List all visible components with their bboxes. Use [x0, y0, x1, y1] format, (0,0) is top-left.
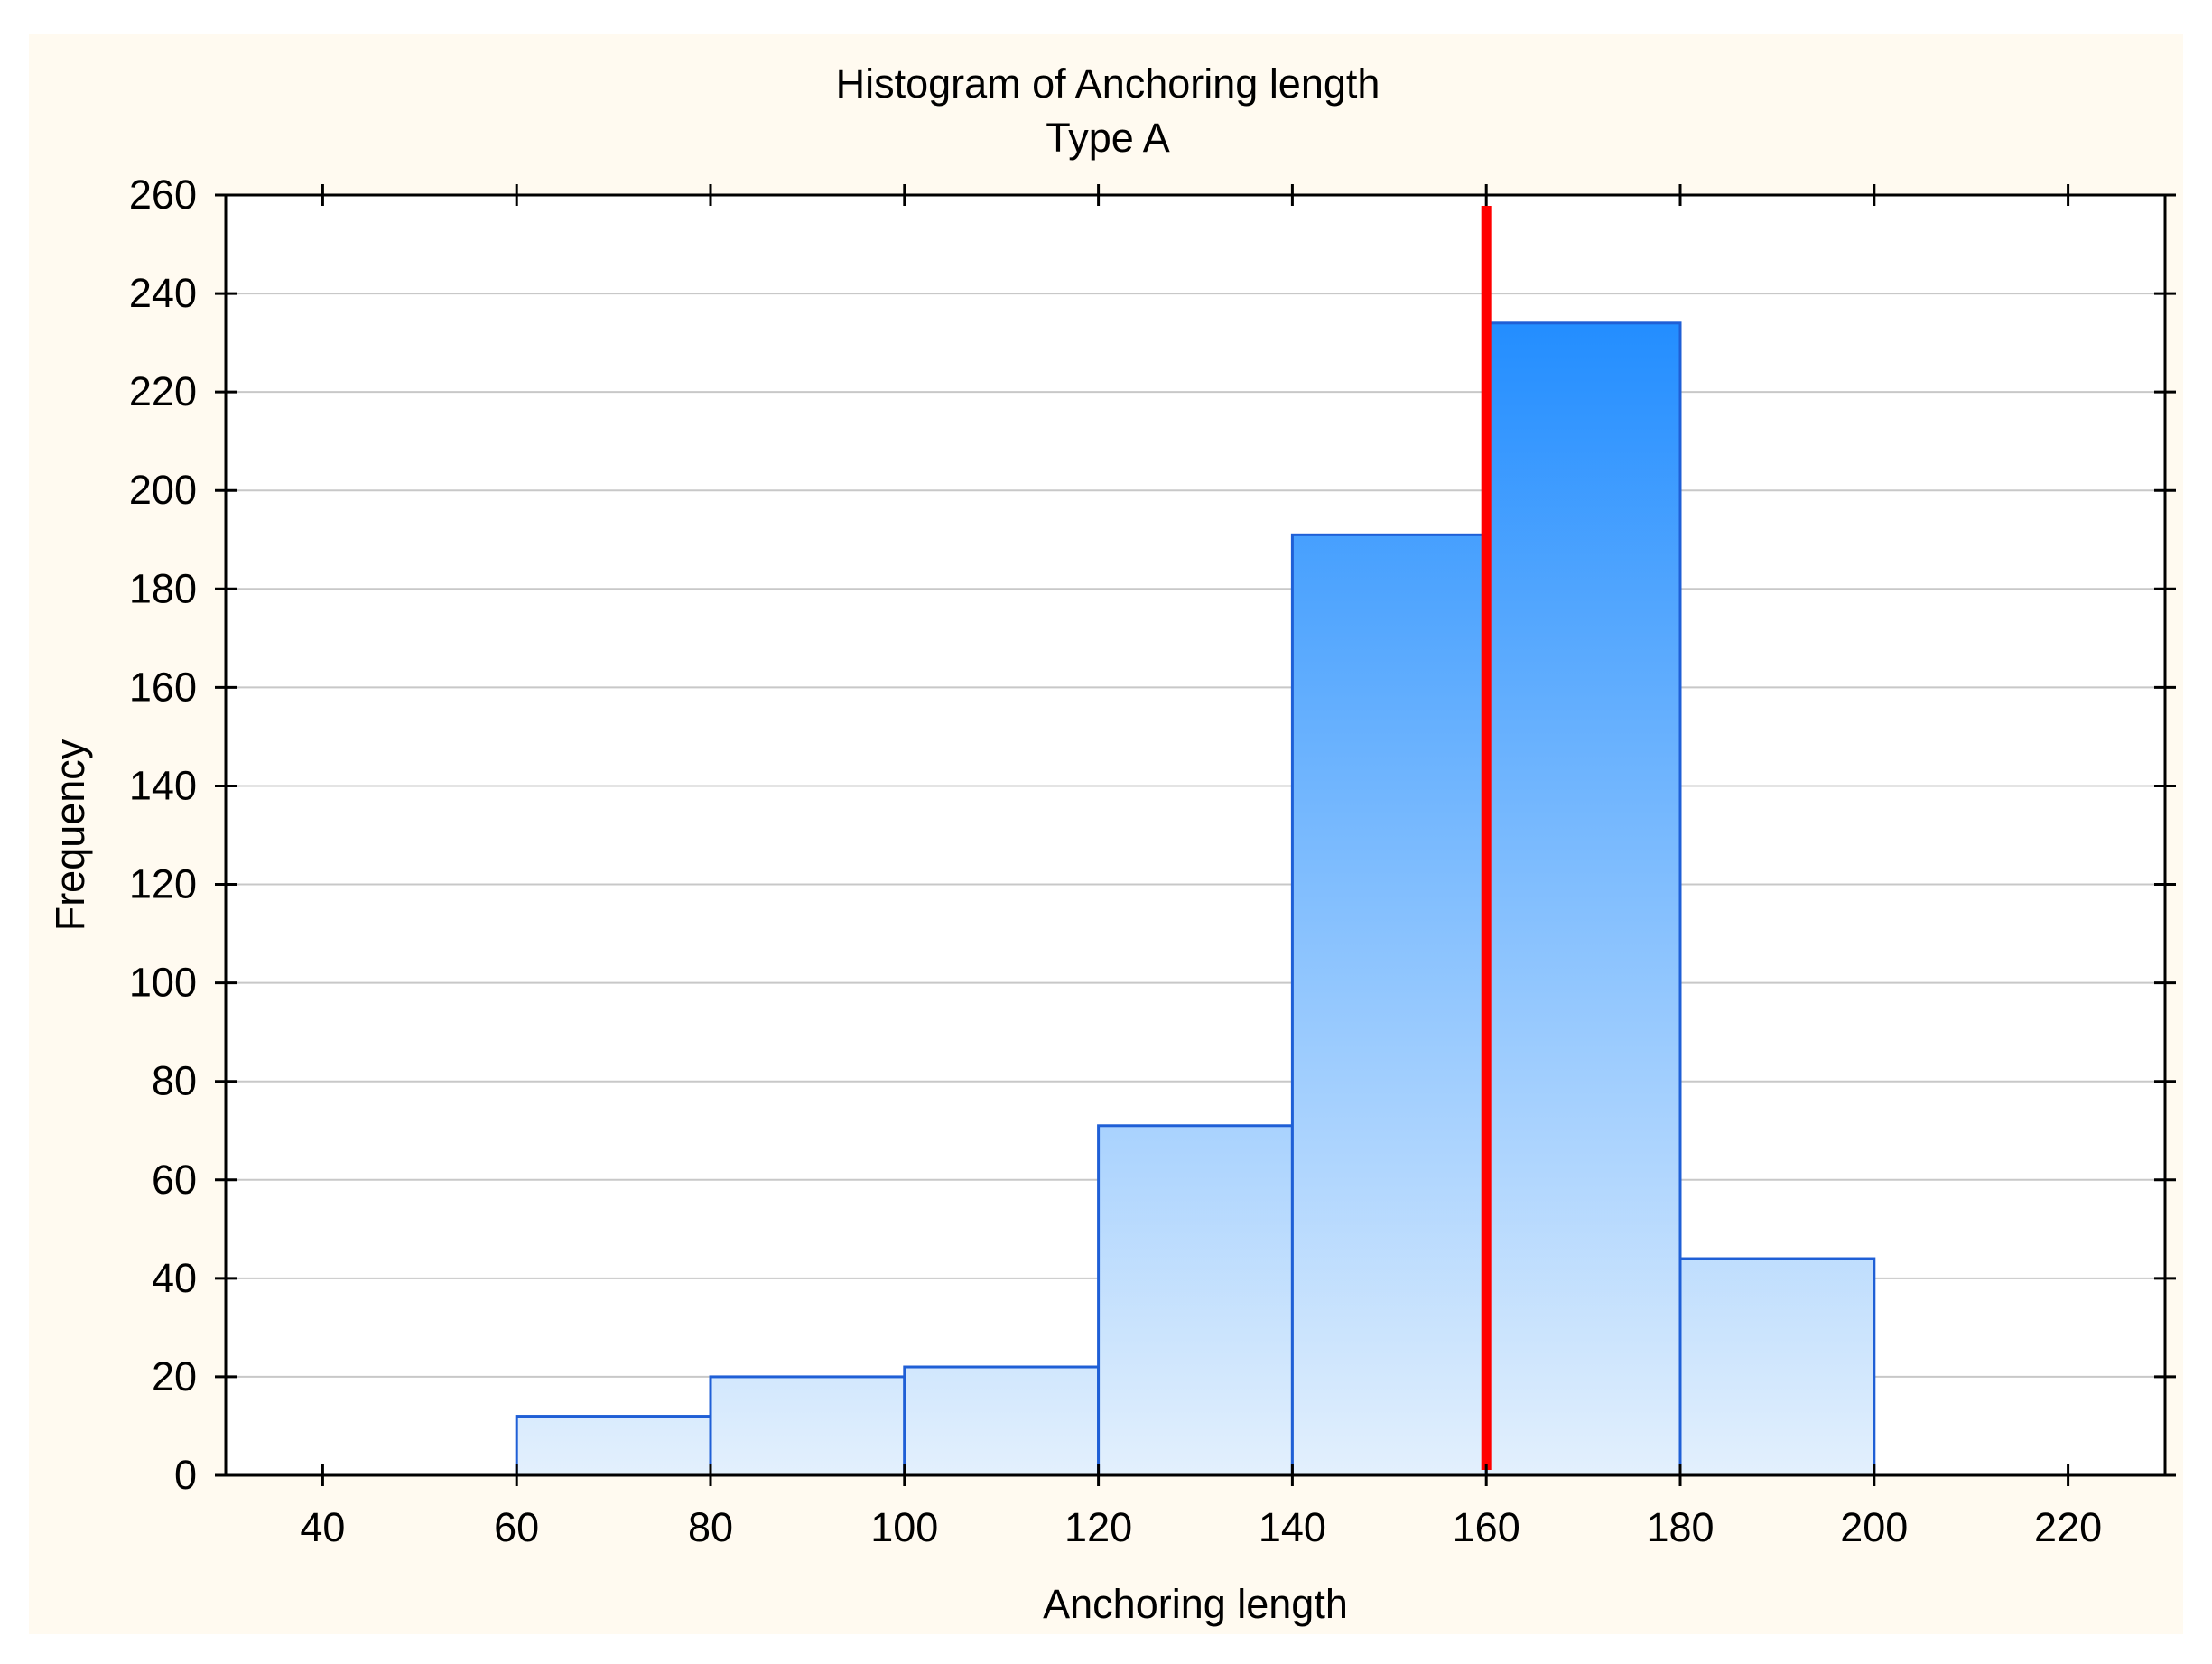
y-tick-labels: 0 20 40 60 80 100 120 140 160 180 200 220 240 260 — [129, 172, 197, 1498]
x-tick-label-60: 60 — [494, 1504, 539, 1550]
y-tick-label-60: 60 — [152, 1157, 197, 1203]
y-tick-label-120: 120 — [129, 861, 197, 907]
x-tick-label-220: 220 — [2034, 1504, 2102, 1550]
y-tick-label-20: 20 — [152, 1353, 197, 1399]
histogram-bar-80-100 — [709, 1375, 906, 1477]
plot-frame — [224, 193, 2167, 1477]
y-tick-label-220: 220 — [129, 368, 197, 414]
y-axis-label: Frequency — [47, 739, 93, 931]
histogram-bar-140-160 — [1290, 533, 1488, 1477]
gridlines — [226, 293, 2165, 1378]
histogram-bar-60-80 — [515, 1415, 712, 1477]
x-tick-label-160: 160 — [1453, 1504, 1520, 1550]
x-tick-label-200: 200 — [1840, 1504, 1908, 1550]
y-tick-label-0: 0 — [174, 1452, 197, 1498]
y-tick-label-240: 240 — [129, 270, 197, 316]
histogram-bar-100-120 — [903, 1365, 1101, 1477]
histogram-bar-160-180 — [1484, 321, 1682, 1477]
y-tick-label-160: 160 — [129, 664, 197, 710]
y-tick-label-40: 40 — [152, 1255, 197, 1301]
x-tick-label-100: 100 — [870, 1504, 938, 1550]
x-tick-label-140: 140 — [1259, 1504, 1326, 1550]
chart-title: Histogram of Anchoring length — [836, 60, 1380, 107]
y-tick-label-80: 80 — [152, 1058, 197, 1104]
y-tick-label-200: 200 — [129, 467, 197, 513]
y-tick-label-180: 180 — [129, 565, 197, 611]
chart-subtitle: Type A — [1046, 115, 1170, 161]
x-tick-label-120: 120 — [1064, 1504, 1132, 1550]
x-tick-labels: 40 60 80 100 120 140 160 180 200 220 — [300, 1504, 2102, 1550]
x-tick-label-180: 180 — [1646, 1504, 1714, 1550]
x-tick-label-80: 80 — [688, 1504, 733, 1550]
y-tick-label-260: 260 — [129, 172, 197, 218]
y-tick-label-100: 100 — [129, 960, 197, 1006]
x-tick-label-40: 40 — [300, 1504, 345, 1550]
y-tick-label-140: 140 — [129, 762, 197, 808]
axis-ticks — [215, 184, 2176, 1486]
histogram-bar-120-140 — [1097, 1124, 1294, 1477]
x-axis-label: Anchoring length — [1043, 1581, 1348, 1627]
histogram-bar-180-200 — [1678, 1257, 1876, 1477]
